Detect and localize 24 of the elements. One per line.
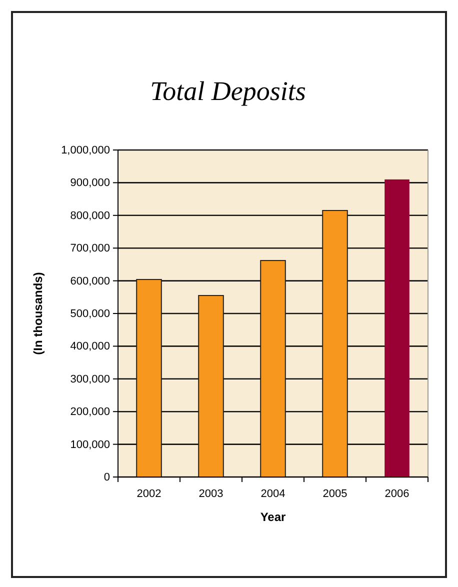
x-tick-label: 2005 <box>322 488 348 500</box>
x-tick-label: 2004 <box>260 488 286 500</box>
x-axis-title: Year <box>260 510 286 524</box>
y-tick-label: 200,000 <box>70 406 110 418</box>
y-tick-label: 700,000 <box>70 242 110 255</box>
y-tick-label: 600,000 <box>70 275 110 288</box>
y-tick-label: 900,000 <box>70 177 110 190</box>
y-tick-label: 500,000 <box>70 308 110 320</box>
bar <box>322 210 348 478</box>
x-tick-label: 2003 <box>198 488 224 500</box>
bar <box>384 179 410 477</box>
bar <box>198 295 224 478</box>
y-tick-label: 0 <box>104 472 110 484</box>
x-tick-label: 2002 <box>136 488 162 500</box>
bar <box>136 278 162 478</box>
y-axis-title: (In thousands) <box>31 272 45 355</box>
y-tick-label: 800,000 <box>70 210 110 222</box>
chart-title: Total Deposits <box>150 76 306 106</box>
y-tick-label: 300,000 <box>70 373 110 386</box>
bar <box>260 260 286 478</box>
y-tick-label: 100,000 <box>70 438 110 451</box>
x-tick-label: 2006 <box>384 488 410 500</box>
y-tick-label: 400,000 <box>70 340 110 353</box>
y-tick-label: 1,000,000 <box>61 144 110 157</box>
